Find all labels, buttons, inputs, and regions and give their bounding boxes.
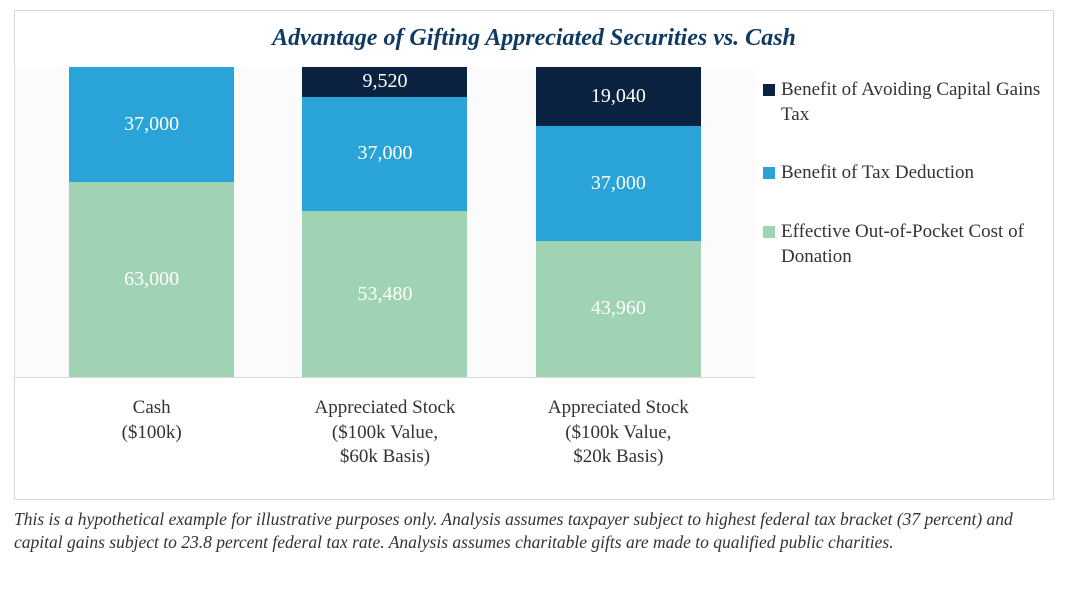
plot-area: 63,00037,00053,48037,0009,52043,96037,00…	[15, 58, 755, 488]
chart-frame: Advantage of Gifting Appreciated Securit…	[14, 10, 1054, 500]
bar-segment-effective_cost: 63,000	[69, 182, 234, 377]
legend-item-cap_gains: Benefit of Avoiding Capital Gains Tax	[763, 78, 1043, 127]
x-axis-label: Appreciated Stock ($100k Value, $20k Bas…	[518, 396, 718, 488]
legend: Benefit of Avoiding Capital Gains Tax Ben…	[755, 58, 1053, 488]
bar-segment-effective_cost: 43,960	[536, 241, 701, 377]
legend-label: Benefit of Avoiding Capital Gains Tax	[781, 78, 1043, 127]
footnote: This is a hypothetical example for illus…	[14, 500, 1054, 554]
chart-title: Advantage of Gifting Appreciated Securit…	[15, 11, 1053, 58]
legend-label: Benefit of Tax Deduction	[781, 161, 974, 186]
bar-column: 43,96037,00019,040	[536, 67, 701, 377]
chart-body: 63,00037,00053,48037,0009,52043,96037,00…	[15, 58, 1053, 488]
x-axis-label: Cash ($100k)	[52, 396, 252, 488]
bar-column: 53,48037,0009,520	[302, 67, 467, 377]
legend-label: Effective Out-of-Pocket Cost of Donation	[781, 220, 1043, 269]
x-axis-label: Appreciated Stock ($100k Value, $60k Bas…	[285, 396, 485, 488]
legend-swatch	[763, 84, 775, 96]
bar-segment-tax_deduction: 37,000	[302, 97, 467, 212]
legend-swatch	[763, 226, 775, 238]
bar-segment-tax_deduction: 37,000	[536, 126, 701, 241]
bar-segment-effective_cost: 53,480	[302, 211, 467, 377]
legend-item-effective_cost: Effective Out-of-Pocket Cost of Donation	[763, 220, 1043, 269]
bar-column: 63,00037,000	[69, 67, 234, 377]
bar-segment-cap_gains: 19,040	[536, 67, 701, 126]
legend-item-tax_deduction: Benefit of Tax Deduction	[763, 161, 1043, 186]
bar-segment-tax_deduction: 37,000	[69, 67, 234, 182]
bar-segment-cap_gains: 9,520	[302, 67, 467, 97]
bars-row: 63,00037,00053,48037,0009,52043,96037,00…	[15, 68, 755, 378]
x-axis-labels: Cash ($100k) Appreciated Stock ($100k Val…	[15, 388, 755, 488]
legend-swatch	[763, 167, 775, 179]
